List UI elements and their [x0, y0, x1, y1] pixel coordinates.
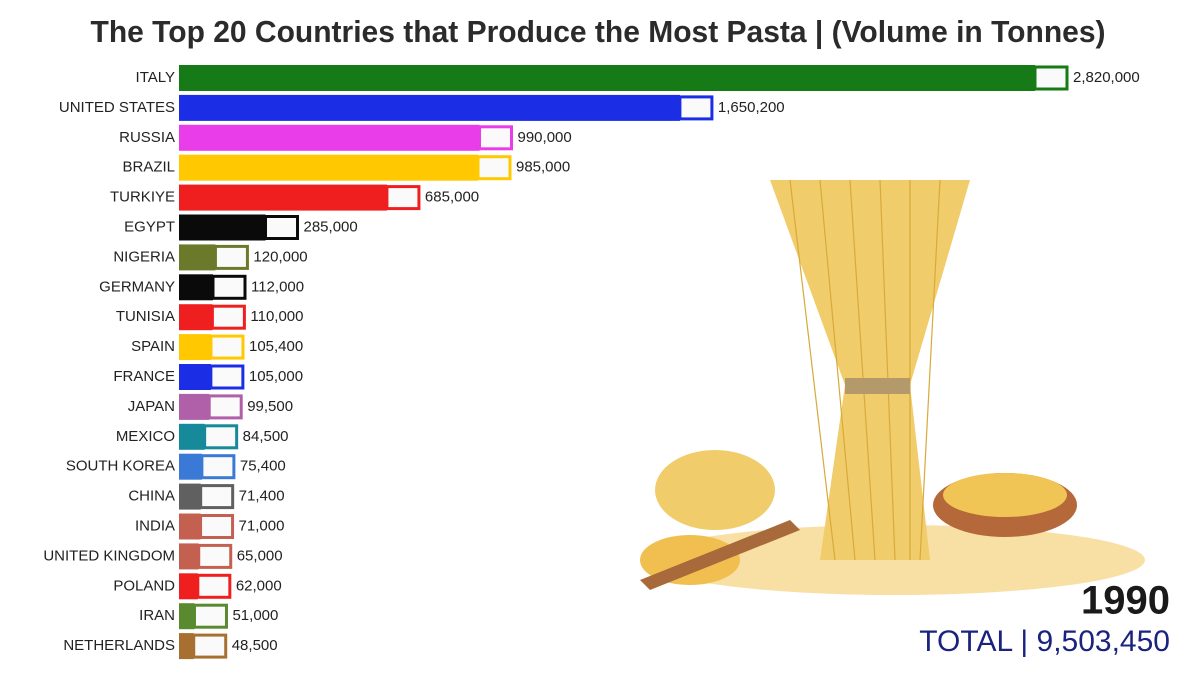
- chart-title: The Top 20 Countries that Produce the Mo…: [91, 14, 1106, 49]
- category-label: IRAN: [139, 607, 175, 624]
- total-label: TOTAL | 9,503,450: [919, 625, 1170, 658]
- flag: [200, 454, 236, 480]
- category-label: EGYPT: [124, 218, 175, 235]
- flag: [211, 274, 247, 300]
- bar: [179, 603, 195, 630]
- bar: [179, 423, 205, 450]
- category-label: NIGERIA: [113, 248, 175, 265]
- flag: [478, 125, 514, 151]
- year-label: 1990: [1081, 579, 1170, 623]
- bar: [179, 244, 216, 271]
- value-label: 71,400: [239, 488, 285, 505]
- bar: [179, 483, 201, 510]
- category-label: BRAZIL: [122, 159, 175, 176]
- flag: [476, 155, 512, 181]
- category-label: TURKIYE: [110, 189, 175, 206]
- category-label: POLAND: [113, 577, 175, 594]
- category-label: GERMANY: [99, 278, 175, 295]
- flag: [264, 215, 300, 240]
- value-label: 985,000: [516, 159, 570, 176]
- bar: [179, 364, 211, 390]
- value-label: 105,000: [249, 368, 303, 385]
- category-label: RUSSIA: [119, 129, 175, 146]
- category-label: INDIA: [135, 517, 175, 534]
- category-label: NETHERLANDS: [63, 637, 175, 654]
- category-label: UNITED STATES: [59, 99, 175, 116]
- flag: [203, 424, 239, 450]
- value-label: 105,400: [249, 338, 303, 355]
- flag: [678, 95, 714, 121]
- category-label: ITALY: [136, 69, 175, 86]
- flag: [385, 185, 421, 211]
- bar: [179, 94, 680, 121]
- value-label: 62,000: [236, 577, 282, 594]
- flag: [197, 543, 233, 569]
- flag: [213, 244, 249, 270]
- bar: [179, 393, 210, 420]
- bar: [179, 214, 266, 241]
- flag: [192, 603, 228, 629]
- category-label: MEXICO: [116, 428, 175, 445]
- value-label: 285,000: [304, 218, 358, 235]
- flag: [199, 514, 235, 539]
- flag: [199, 484, 235, 510]
- value-label: 75,400: [240, 458, 286, 475]
- value-label: 120,000: [253, 248, 307, 265]
- value-label: 65,000: [237, 547, 283, 564]
- flag: [209, 334, 245, 360]
- bar: [179, 573, 198, 600]
- flag: [209, 364, 245, 390]
- bar: [179, 633, 194, 660]
- category-label: TUNISIA: [116, 308, 175, 325]
- bar: [179, 65, 1035, 91]
- bar: [179, 453, 202, 480]
- bar: [179, 184, 387, 211]
- flag: [1033, 65, 1069, 91]
- category-label: SPAIN: [131, 338, 175, 355]
- category-label: CHINA: [128, 488, 175, 505]
- pasta-illustration: [640, 179, 1145, 595]
- category-label: SOUTH KOREA: [66, 458, 175, 475]
- value-label: 2,820,000: [1073, 69, 1140, 86]
- value-label: 110,000: [250, 308, 303, 325]
- bar: [179, 513, 201, 540]
- value-label: 71,000: [239, 517, 285, 534]
- value-label: 84,500: [243, 428, 289, 445]
- bar: [179, 124, 480, 151]
- flag: [210, 304, 246, 330]
- bar: [179, 334, 211, 361]
- flag: [192, 633, 228, 659]
- bar: [179, 154, 478, 181]
- category-label: FRANCE: [113, 368, 175, 385]
- value-label: 99,500: [247, 398, 293, 415]
- value-label: 51,000: [232, 607, 278, 624]
- category-label: UNITED KINGDOM: [43, 547, 175, 564]
- category-label: JAPAN: [128, 398, 175, 415]
- value-label: 112,000: [251, 278, 304, 295]
- value-label: 48,500: [232, 637, 278, 654]
- value-label: 685,000: [425, 189, 479, 206]
- bar: [179, 543, 199, 570]
- bar: [179, 304, 213, 331]
- value-label: 990,000: [518, 129, 572, 146]
- flag: [207, 394, 243, 420]
- bar: [179, 274, 213, 301]
- value-label: 1,650,200: [718, 99, 785, 116]
- flag: [196, 573, 232, 599]
